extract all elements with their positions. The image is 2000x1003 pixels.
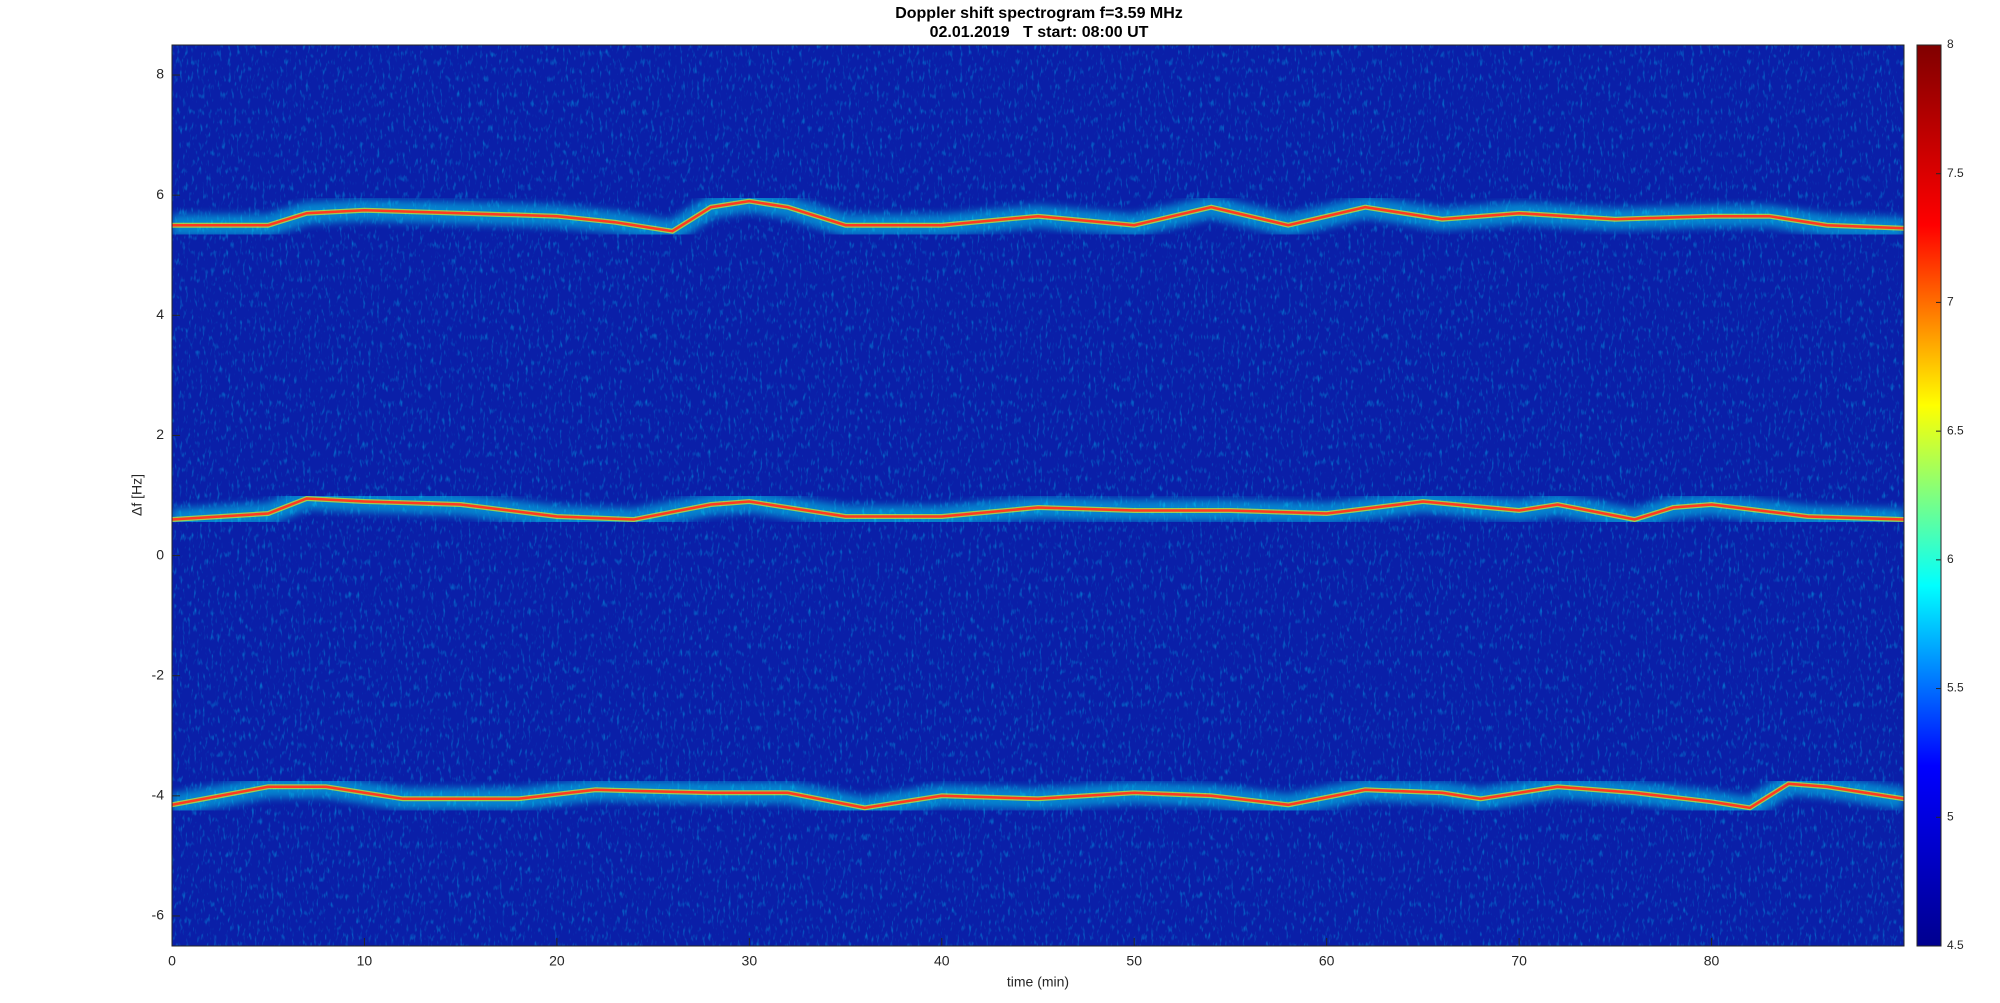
colorbar-tick-label: 7: [1947, 295, 1954, 309]
y-tick-label: -4: [152, 787, 165, 803]
colorbar: [1916, 44, 1942, 947]
y-axis-label: Δf [Hz]: [129, 474, 145, 516]
chart-title: Doppler shift spectrogram f=3.59 MHz: [895, 5, 1183, 22]
colorbar-tick-label: 8: [1947, 37, 1954, 51]
plot-frame: [171, 44, 1905, 947]
x-tick-label: 10: [357, 953, 373, 969]
x-axis-label: time (min): [1007, 974, 1069, 990]
x-tick-label: 50: [1126, 953, 1142, 969]
x-tick-label: 30: [742, 953, 758, 969]
x-tick-label: 70: [1511, 953, 1527, 969]
y-tick-label: 4: [156, 306, 164, 322]
colorbar-tick-label: 5: [1947, 809, 1954, 823]
y-tick-label: 2: [156, 426, 164, 442]
trace-line: [172, 782, 1904, 810]
y-tick-label: 0: [156, 546, 164, 562]
chart-subtitle: 02.01.2019 T start: 08:00 UT: [930, 24, 1149, 41]
colorbar-tick-label: 4.5: [1947, 938, 1964, 952]
trace-line: [172, 199, 1904, 233]
y-tick-label: -2: [152, 666, 165, 682]
y-tick-label: 8: [156, 66, 164, 82]
x-tick-label: 40: [934, 953, 950, 969]
colorbar-tick-label: 6: [1947, 552, 1954, 566]
colorbar-tick-label: 7.5: [1947, 166, 1964, 180]
colorbar-tick-label: 6.5: [1947, 423, 1964, 437]
x-tick-label: 0: [168, 953, 176, 969]
x-tick-label: 20: [549, 953, 565, 969]
x-tick-label: 60: [1319, 953, 1335, 969]
x-tick-label: 80: [1704, 953, 1720, 969]
traces: [172, 190, 1904, 820]
colorbar-tick-label: 5.5: [1947, 681, 1964, 695]
trace-line: [172, 497, 1904, 521]
y-tick-label: -6: [152, 907, 165, 923]
y-tick-label: 6: [156, 186, 164, 202]
